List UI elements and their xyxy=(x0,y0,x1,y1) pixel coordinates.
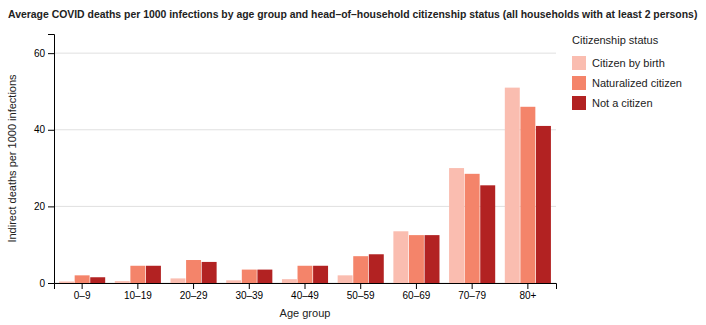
bar xyxy=(353,256,368,283)
legend-item: Naturalized citizen xyxy=(572,76,682,90)
grid-line xyxy=(54,53,556,54)
bar xyxy=(449,168,464,283)
tick-mark xyxy=(416,283,417,289)
legend-swatch xyxy=(572,96,586,110)
bar xyxy=(425,235,440,283)
bar xyxy=(313,266,328,283)
tick-mark xyxy=(48,206,54,207)
tick-label: 20 xyxy=(34,201,46,212)
axis-line xyxy=(48,35,55,284)
tick-label: 0 xyxy=(39,278,45,289)
bar xyxy=(242,270,257,283)
y-axis: 0 20 40 60 xyxy=(34,35,55,289)
chart: Average COVID deaths per 1000 infections… xyxy=(0,0,706,325)
tick-mark xyxy=(527,283,528,289)
tick-label: 10–19 xyxy=(124,290,152,301)
x-axis: 0–9 10–19 20–29 30–39 40–49 50–59 60–69 70–79 80… xyxy=(55,283,557,301)
tick-mark xyxy=(249,283,250,289)
bar xyxy=(146,266,161,283)
bar-series xyxy=(90,126,551,283)
x-tick: 60–69 xyxy=(403,283,431,301)
bar xyxy=(171,278,186,283)
grid-line xyxy=(54,129,556,130)
bar xyxy=(226,280,241,283)
tick-label: 40 xyxy=(34,124,46,135)
x-tick: 20–29 xyxy=(180,283,208,301)
bar xyxy=(369,254,384,283)
legend-title: Citizenship status xyxy=(572,34,659,46)
bar xyxy=(186,260,201,283)
bar xyxy=(409,235,424,283)
x-tick: 50–59 xyxy=(347,283,375,301)
bar-series xyxy=(59,88,520,283)
bar xyxy=(90,277,105,283)
plot: 0–9 10–19 20–29 30–39 40–49 50–59 60–69 70–79 80… xyxy=(6,35,557,320)
bar-series xyxy=(75,107,536,283)
legend-item: Not a citizen xyxy=(572,96,653,110)
axis-line xyxy=(55,284,557,290)
x-tick: 80+ xyxy=(519,283,536,301)
legend: Citizenship status Citizen by birth Natura… xyxy=(572,34,682,110)
bar xyxy=(338,275,353,283)
tick-label: 30–39 xyxy=(235,290,263,301)
bar xyxy=(130,266,145,283)
y-tick: 0 xyxy=(39,278,54,289)
tick-label: 60–69 xyxy=(403,290,431,301)
tick-label: 60 xyxy=(34,48,46,59)
legend-item: Citizen by birth xyxy=(572,56,665,70)
bars xyxy=(59,88,551,283)
legend-label: Naturalized citizen xyxy=(592,77,682,89)
tick-label: 40–49 xyxy=(291,290,319,301)
y-tick: 40 xyxy=(34,124,54,135)
bar xyxy=(505,88,520,283)
x-axis-title: Age group xyxy=(280,307,331,319)
x-tick: 40–49 xyxy=(291,283,319,301)
bar xyxy=(115,281,130,283)
tick-label: 50–59 xyxy=(347,290,375,301)
bar xyxy=(59,281,74,283)
x-tick: 70–79 xyxy=(458,283,486,301)
legend-label: Citizen by birth xyxy=(592,57,665,69)
tick-mark xyxy=(48,53,54,54)
tick-mark xyxy=(48,283,54,284)
tick-label: 0–9 xyxy=(74,290,91,301)
bar xyxy=(282,279,297,283)
x-tick: 10–19 xyxy=(124,283,152,301)
tick-mark xyxy=(305,283,306,289)
legend-swatch xyxy=(572,76,586,90)
bar xyxy=(520,107,535,283)
bar xyxy=(257,270,272,283)
bar xyxy=(465,174,480,283)
tick-mark xyxy=(360,283,361,289)
tick-mark xyxy=(48,130,54,131)
bar xyxy=(480,185,495,283)
y-tick: 60 xyxy=(34,48,54,59)
y-axis-title: Indirect deaths per 1000 infections xyxy=(6,74,18,243)
bar xyxy=(202,262,217,283)
title: Average COVID deaths per 1000 infections… xyxy=(8,9,697,20)
legend-label: Not a citizen xyxy=(592,97,653,109)
tick-label: 70–79 xyxy=(458,290,486,301)
tick-mark xyxy=(472,283,473,289)
y-tick: 20 xyxy=(34,201,54,212)
legend-swatch xyxy=(572,56,586,70)
bar xyxy=(298,266,313,283)
x-tick: 0–9 xyxy=(74,283,91,301)
tick-mark xyxy=(193,283,194,289)
tick-mark xyxy=(137,283,138,289)
x-tick: 30–39 xyxy=(235,283,263,301)
bar xyxy=(75,275,90,283)
tick-label: 20–29 xyxy=(180,290,208,301)
bar xyxy=(393,231,408,283)
bar xyxy=(536,126,551,283)
tick-mark xyxy=(82,283,83,289)
tick-label: 80+ xyxy=(519,290,536,301)
grid xyxy=(54,53,556,283)
